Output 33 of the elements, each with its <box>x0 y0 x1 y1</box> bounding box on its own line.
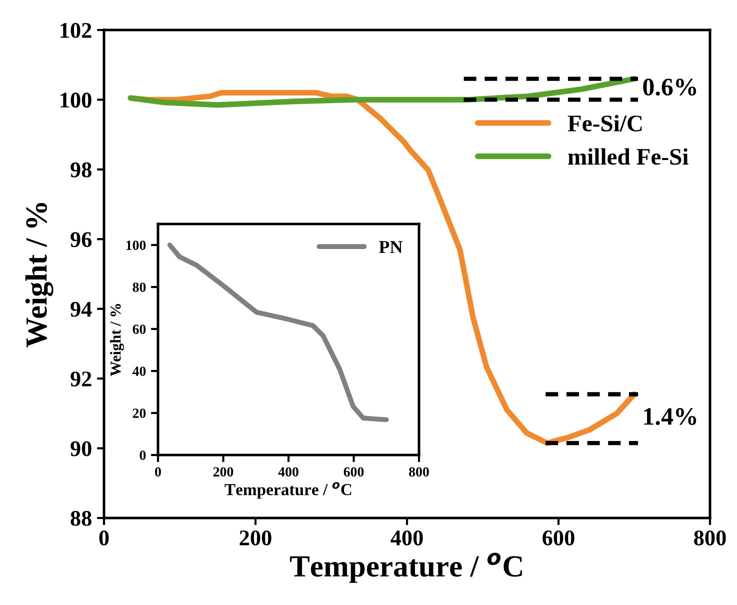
x-tick-label: 800 <box>409 467 429 477</box>
y-tick-label: 94 <box>70 302 92 317</box>
annotation: 0.6% <box>643 78 696 96</box>
y-tick-label: 98 <box>70 162 92 178</box>
y-tick-label: 40 <box>132 366 146 376</box>
y-tick-label: 100 <box>126 240 146 250</box>
x-tick-label: 0 <box>155 467 161 477</box>
x-axis-title: Temperature / $^{o}$C <box>224 482 352 499</box>
y-tick-label: 60 <box>132 324 146 334</box>
y-tick-label: 80 <box>132 282 146 292</box>
y-tick-label: 90 <box>70 441 92 456</box>
x-tick-label: 400 <box>390 530 423 546</box>
x-axis-title: Temperature / $^{o}$C <box>290 552 522 583</box>
x-tick-label: 600 <box>344 467 364 477</box>
legend-label: PN <box>378 241 403 253</box>
x-tick-label: 800 <box>694 530 726 546</box>
x-tick-label: 0 <box>99 530 109 546</box>
y-axis-title: Weight / % <box>25 203 54 348</box>
x-tick-label: 200 <box>213 467 234 477</box>
legend-label: Fe-Si/C <box>568 114 642 132</box>
legend-label: milled Fe-Si <box>568 148 688 165</box>
y-tick-label: 0 <box>140 450 146 460</box>
y-tick-label: 100 <box>60 92 92 108</box>
y-tick-label: 88 <box>70 510 92 526</box>
x-tick-label: 400 <box>278 467 298 477</box>
y-tick-label: 102 <box>60 22 92 38</box>
y-tick-label: 96 <box>70 232 92 248</box>
x-tick-label: 200 <box>240 530 272 546</box>
annotation: 1.4% <box>644 408 696 426</box>
y-axis-title: Weight / % <box>110 304 124 376</box>
y-tick-label: 92 <box>70 372 92 386</box>
x-tick-label: 600 <box>542 530 574 546</box>
y-tick-label: 20 <box>132 408 146 418</box>
